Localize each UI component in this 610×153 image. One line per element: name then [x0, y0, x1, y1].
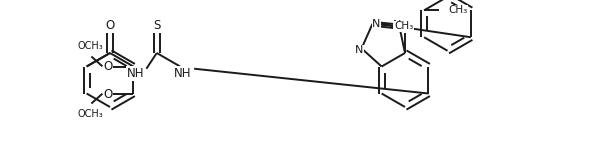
Text: O: O	[103, 88, 112, 101]
Text: O: O	[106, 19, 115, 32]
Text: OCH₃: OCH₃	[77, 41, 103, 51]
Text: NH: NH	[127, 67, 144, 80]
Text: CH₃: CH₃	[448, 5, 467, 15]
Text: NH: NH	[173, 67, 191, 80]
Text: N: N	[356, 45, 364, 55]
Text: N: N	[372, 19, 381, 29]
Text: CH₃: CH₃	[395, 21, 414, 31]
Text: OCH₃: OCH₃	[77, 109, 103, 119]
Text: N: N	[393, 20, 401, 30]
Text: O: O	[103, 60, 112, 73]
Text: S: S	[153, 19, 160, 32]
